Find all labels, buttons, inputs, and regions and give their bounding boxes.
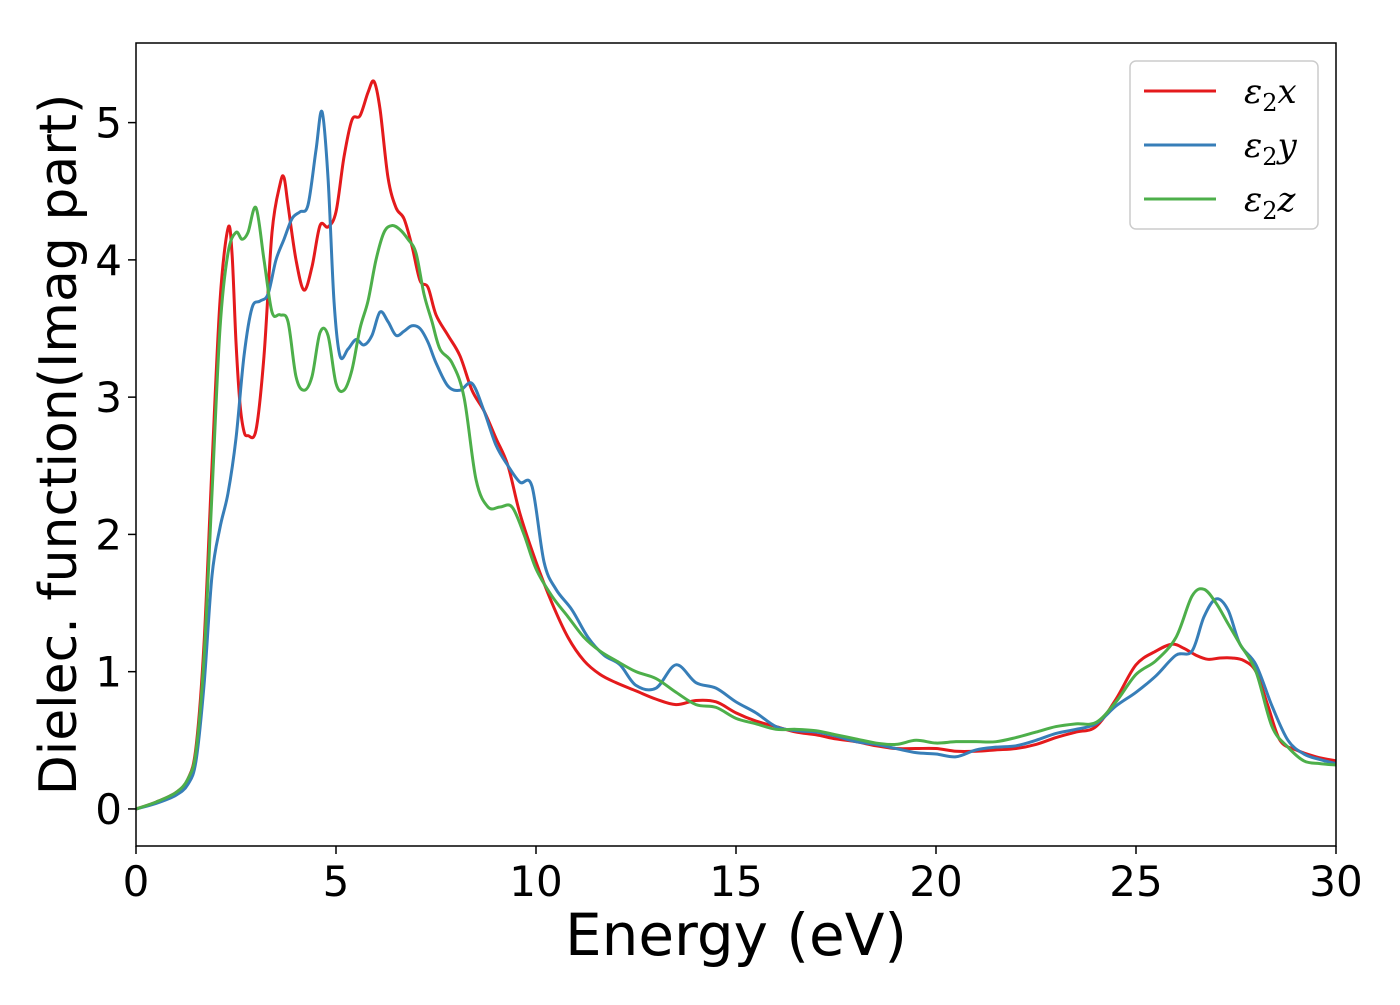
series-line-z <box>136 205 1336 811</box>
x-tick-label: 20 <box>909 857 962 906</box>
y-tick-label: 3 <box>95 373 122 422</box>
y-tick-label: 2 <box>95 510 122 559</box>
legend-box <box>1129 60 1319 230</box>
y-tick-label: 4 <box>95 236 122 285</box>
y-axis-title: Dielec. function(Imag part) <box>29 94 89 796</box>
x-tick-label: 5 <box>323 857 350 906</box>
legend-label-x: ε2x <box>1244 72 1297 117</box>
y-tick-label: 1 <box>95 648 122 697</box>
x-axis-title: Energy (eV) <box>565 901 907 969</box>
legend: ε2x ε2y ε2z <box>1129 60 1319 230</box>
series-layer <box>136 79 1336 811</box>
x-tick-label: 15 <box>709 857 762 906</box>
x-tick-label: 30 <box>1309 857 1362 906</box>
y-tick-label: 0 <box>95 785 122 834</box>
y-axis-ticks: 0 1 2 3 4 5 <box>95 99 136 834</box>
y-tick-label: 5 <box>95 99 122 148</box>
x-tick-label: 0 <box>123 857 150 906</box>
x-axis-ticks: 0 5 10 15 20 25 30 <box>123 846 1363 906</box>
legend-label-y: ε2y <box>1244 126 1298 171</box>
x-tick-label: 25 <box>1109 857 1162 906</box>
x-tick-label: 10 <box>509 857 562 906</box>
legend-label-z: ε2z <box>1244 180 1297 225</box>
